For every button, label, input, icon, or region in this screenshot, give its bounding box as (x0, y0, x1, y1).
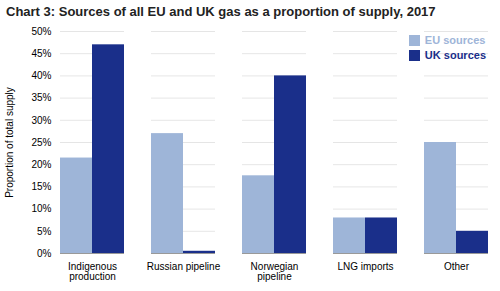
html-text:Chart 3: Sources of all EU and: Chart 3: Sources of all EU and UK gas as… (6, 4, 436, 19)
svg-text:Proportion of total supply: Proportion of total supply (4, 87, 15, 198)
svg-text:15%: 15% (31, 181, 51, 192)
svg-text:Indigenousproduction: Indigenousproduction (68, 261, 117, 282)
svg-text:20%: 20% (31, 159, 51, 170)
svg-text:50%: 50% (31, 26, 51, 37)
svg-text:45%: 45% (31, 48, 51, 59)
svg-text:30%: 30% (31, 115, 51, 126)
svg-text:5%: 5% (37, 226, 52, 237)
svg-text:40%: 40% (31, 70, 51, 81)
svg-text:35%: 35% (31, 92, 51, 103)
html-text:UK sources: UK sources (424, 49, 486, 61)
html-text:EU sources: EU sources (424, 34, 486, 46)
svg-text:LNG imports: LNG imports (337, 261, 393, 272)
svg-text:Norwegianpipeline: Norwegianpipeline (251, 261, 299, 282)
svg-text:0%: 0% (37, 248, 52, 259)
svg-text:25%: 25% (31, 137, 51, 148)
svg-text:Russian pipeline: Russian pipeline (147, 261, 221, 272)
svg-text:Other: Other (444, 261, 470, 272)
svg-text:10%: 10% (31, 203, 51, 214)
